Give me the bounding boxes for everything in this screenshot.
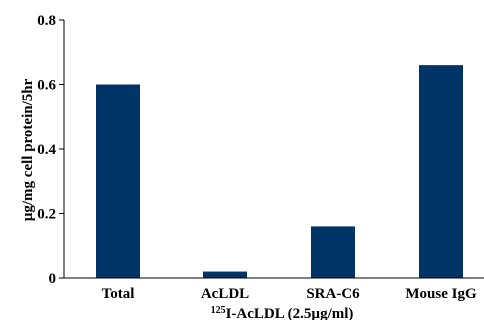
y-tick-label: 0.2: [37, 207, 56, 223]
y-tick-label: 0: [49, 271, 57, 287]
x-tick-label: SRA-C6: [306, 286, 360, 302]
x-axis-label-main: I-AcLDL (2.5µg/ml): [226, 306, 354, 320]
bar-sra-c6: [311, 226, 355, 278]
x-axis-label: 125I-AcLDL (2.5µg/ml): [211, 305, 354, 320]
bar-mouse-igg: [419, 65, 463, 279]
x-axis-label-superscript: 125: [211, 305, 226, 316]
x-tick-label: AcLDL: [201, 286, 249, 302]
x-tick-label: Total: [102, 286, 135, 302]
y-ticks: 0 0.2 0.4 0.6 0.8: [37, 13, 64, 287]
x-tick-labels: Total AcLDL SRA-C6 Mouse IgG: [102, 286, 477, 302]
y-tick-label: 0.4: [37, 142, 56, 158]
y-axis-label: µg/mg cell protein/5hr: [20, 78, 36, 221]
x-tick-label: Mouse IgG: [405, 286, 477, 302]
bar-total: [96, 84, 140, 278]
y-tick-label: 0.6: [37, 78, 56, 94]
y-tick-label: 0.8: [37, 13, 56, 29]
bar-acldl: [203, 271, 247, 278]
bars: [96, 65, 463, 279]
